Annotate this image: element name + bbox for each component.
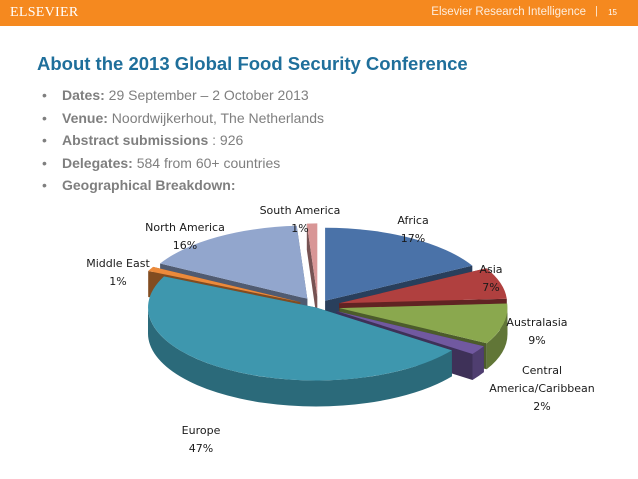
- slice-europe: [148, 276, 452, 407]
- header-separator: |: [595, 5, 598, 17]
- page-number: 15: [608, 8, 617, 17]
- slice-wall: [306, 223, 318, 323]
- data-label-middle-east: Middle East 1%: [86, 257, 150, 288]
- slice-top: [336, 311, 484, 354]
- bullet-label: Dates:: [62, 87, 105, 103]
- data-label-africa: Africa 17%: [397, 214, 428, 245]
- bullet-value: 29 September – 2 October 2013: [104, 87, 309, 103]
- slice-top: [148, 266, 301, 303]
- slice-top: [339, 303, 508, 344]
- bullet-value: : 926: [208, 132, 244, 149]
- data-label-south-america: South America 1%: [260, 204, 341, 235]
- slice-top: [325, 227, 473, 301]
- data-label-australasia: Australasia 9%: [506, 316, 567, 347]
- slice-top: [339, 268, 507, 304]
- slice-top: [148, 276, 452, 381]
- bullet-label: Geographical Breakdown:: [62, 177, 236, 194]
- brand-text: Elsevier Research Intelligence: [431, 6, 586, 18]
- bullet-geography: Geographical Breakdown:: [42, 174, 324, 197]
- data-label-north-america: North America 16%: [145, 221, 225, 252]
- slice-top: [160, 225, 308, 299]
- header-bar: ELSEVIER Elsevier Research Intelligence …: [0, 0, 638, 26]
- bullet-label: Delegates:: [62, 154, 133, 171]
- slice-south-america: [306, 223, 318, 323]
- slice-outer-wall: [148, 307, 452, 407]
- bullet-abstracts: Abstract submissions : 926: [42, 129, 324, 152]
- bullet-value: 584 from 60+ countries: [132, 154, 281, 171]
- data-label-europe: Europe 47%: [182, 424, 221, 455]
- pie-labels: Africa 17% Asia 7%Australasia 9% Central Ameri…: [86, 204, 595, 455]
- bullet-dates: Dates: 29 September – 2 October 2013: [42, 84, 324, 107]
- elsevier-logo: ELSEVIER: [10, 5, 79, 20]
- slide-title: About the 2013 Global Food Security Conf…: [37, 53, 468, 74]
- bullet-label: Venue:: [62, 109, 108, 126]
- data-label-central-america-caribbean: Central America/Caribbean 2%: [489, 364, 595, 413]
- data-label-asia: Asia 7%: [479, 263, 502, 294]
- bullet-value: Noordwijkerhout, The Netherlands: [107, 109, 324, 126]
- bullet-label: Abstract submissions: [62, 132, 209, 149]
- bullet-venue: Venue: Noordwijkerhout, The Netherlands: [42, 107, 324, 130]
- bullet-list: Dates: 29 September – 2 October 2013 Ven…: [42, 84, 324, 197]
- bullet-delegates: Delegates: 584 from 60+ countries: [42, 152, 324, 175]
- slice-outer-wall: [486, 308, 508, 370]
- slice-outer-wall: [472, 346, 484, 380]
- slice-top: [306, 223, 318, 297]
- pie-slices: [148, 223, 508, 407]
